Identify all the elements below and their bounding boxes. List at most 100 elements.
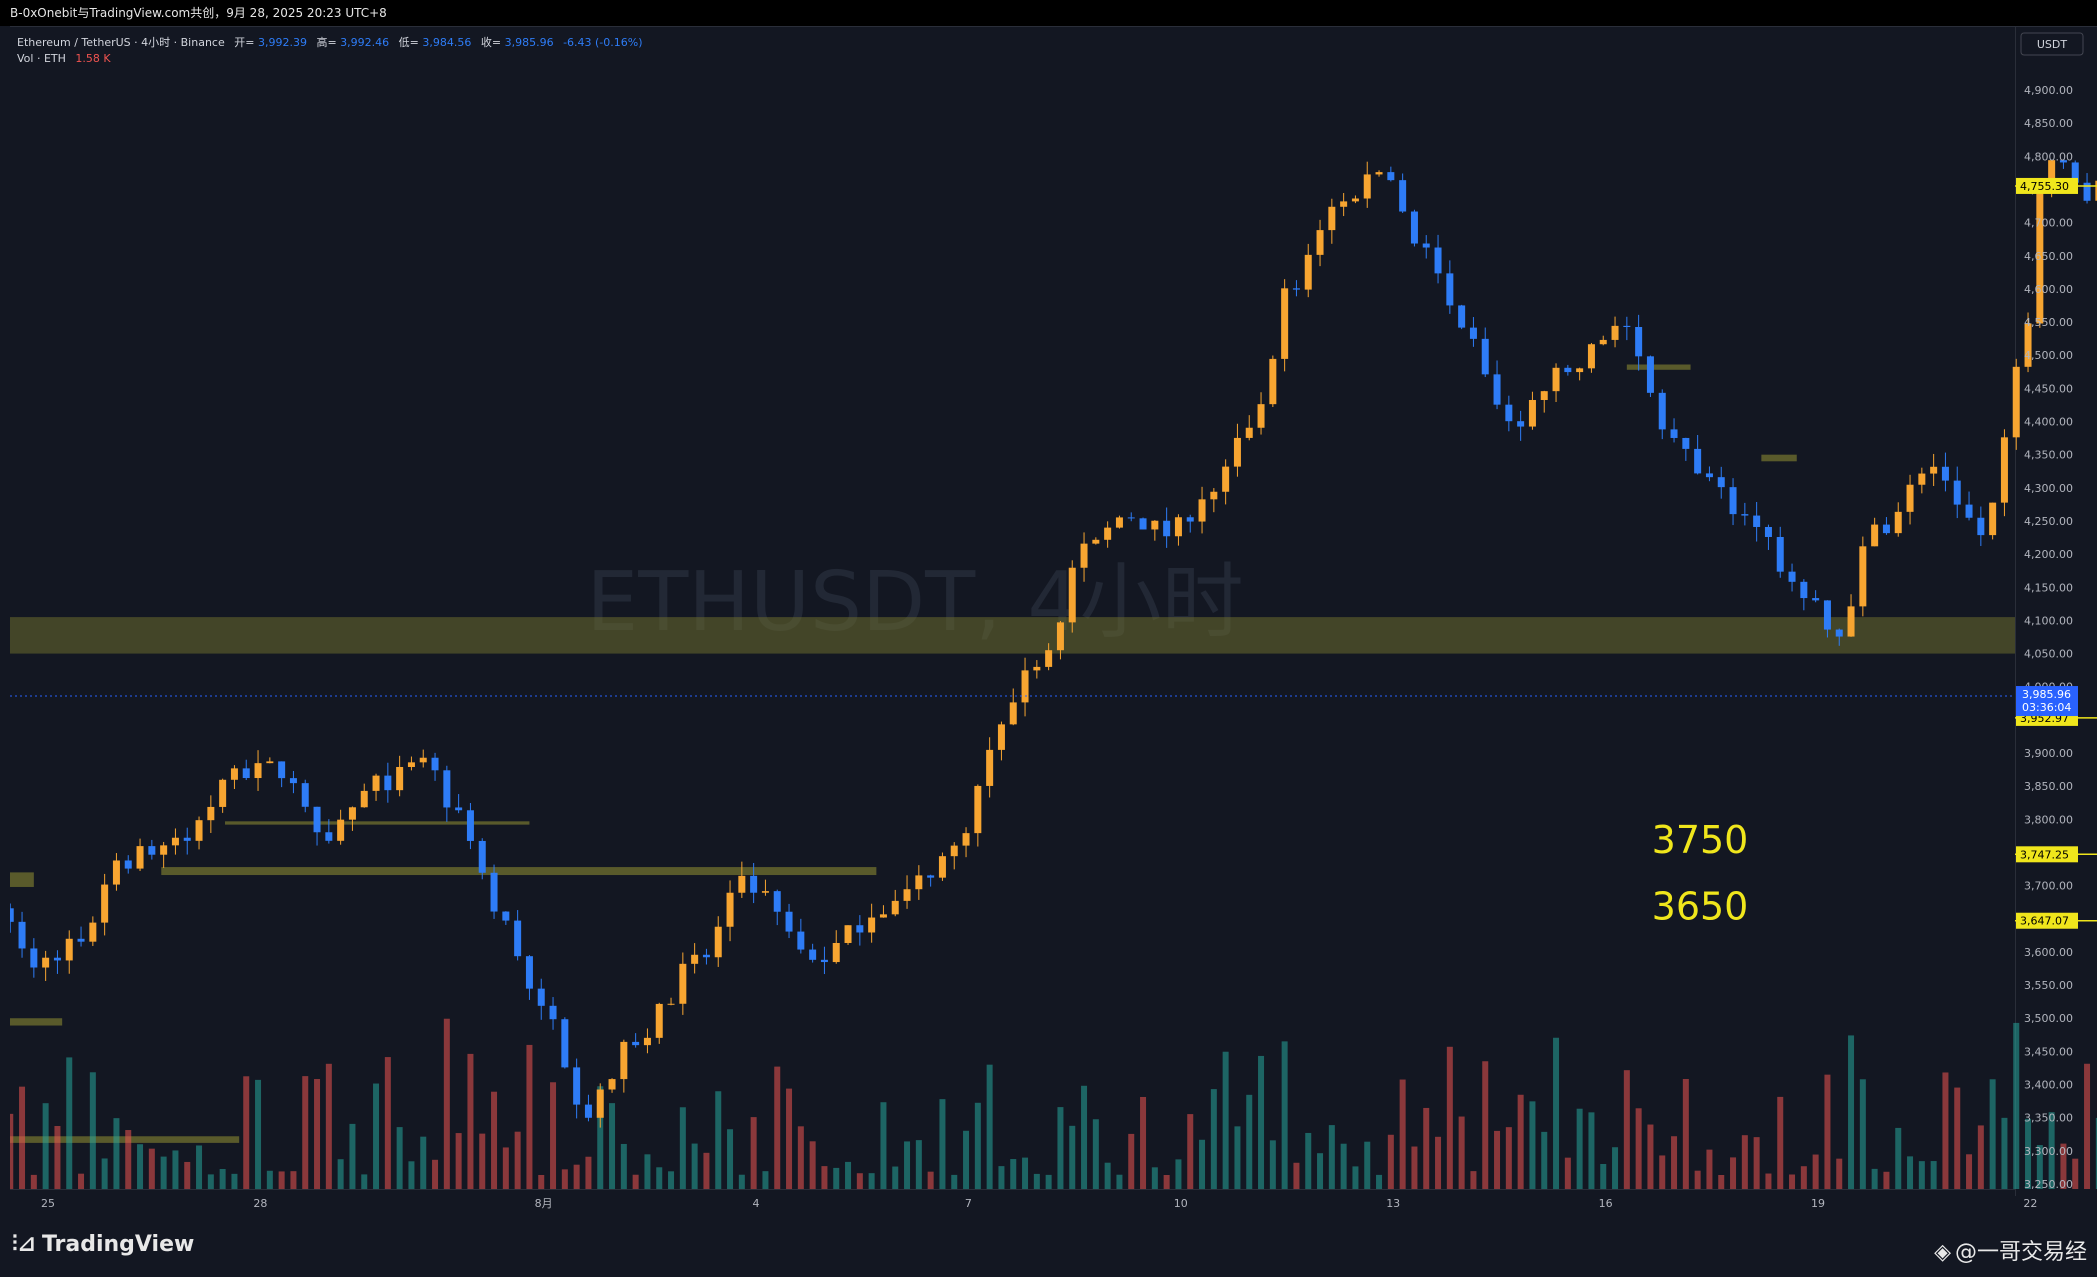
volume-bar — [1859, 1079, 1866, 1189]
volume-bar — [290, 1171, 297, 1189]
candle-body — [360, 790, 368, 808]
candle-body — [266, 761, 274, 764]
price-labels: 4,755.303,952.973,747.253,647.073,985.96… — [2016, 177, 2078, 929]
supply-demand-zone — [1626, 364, 1691, 370]
volume-bar — [1057, 1107, 1064, 1189]
volume-bar — [1199, 1139, 1206, 1189]
volume-bar — [1706, 1149, 1713, 1189]
candle-body — [254, 763, 262, 779]
candle-body — [915, 875, 923, 890]
price-tick-label: 3,500.00 — [2024, 1012, 2073, 1025]
time-axis[interactable]: 25288月47101316192225289月4710131619222528… — [41, 1197, 2097, 1210]
candle-body — [2095, 180, 2097, 201]
candle-body — [77, 938, 85, 942]
volume-bar — [19, 1086, 26, 1189]
volume-bar — [1482, 1061, 1489, 1189]
volume-bar — [703, 1152, 710, 1189]
candle-body — [903, 889, 911, 901]
levels-layer[interactable] — [2015, 185, 2097, 922]
candle-body — [1611, 325, 1619, 340]
volume-bar — [1883, 1171, 1890, 1189]
volume-bar — [491, 1091, 498, 1189]
supply-demand-zone — [1761, 454, 1797, 462]
volume-bar — [856, 1173, 863, 1189]
volume-bar — [573, 1164, 580, 1189]
volume-bar — [1104, 1162, 1111, 1189]
volume-bar — [644, 1154, 651, 1189]
candle-body — [1186, 517, 1194, 522]
volume-bar — [2048, 1112, 2055, 1189]
candle-body — [101, 884, 109, 923]
candle-body — [868, 917, 876, 933]
volume-bar — [467, 1053, 474, 1189]
volume-bar — [668, 1171, 675, 1189]
volume-bar — [66, 1057, 73, 1189]
candle-body — [997, 724, 1005, 750]
volume-bar — [1340, 1143, 1347, 1189]
candle-body — [1151, 520, 1159, 530]
candle-body — [1918, 473, 1926, 485]
candle-body — [1351, 198, 1359, 202]
volume-bar — [620, 1143, 627, 1189]
candle-body — [160, 845, 168, 855]
candle-body — [466, 810, 474, 841]
candle-body — [1847, 606, 1855, 637]
volume-bar — [986, 1064, 993, 1189]
volume-bar — [538, 1174, 545, 1189]
volume-bar — [1470, 1171, 1477, 1189]
share-header: B-0xOnebit与TradingView.com共创，9月 28, 2025… — [0, 0, 2097, 26]
candle-body — [1977, 517, 1985, 536]
legend-volume-value: 1.58 K — [75, 52, 111, 65]
volume-bar — [1222, 1051, 1229, 1189]
candle-body — [1658, 392, 1666, 430]
candle-body — [832, 942, 840, 963]
price-label-tag — [2016, 912, 2078, 929]
level-annotation: 3750 — [1652, 818, 1749, 862]
volume-bar — [1269, 1140, 1276, 1189]
candle-body — [667, 1003, 675, 1005]
supply-demand-zone — [225, 821, 530, 825]
tradingview-logo[interactable]: ⫶⊿ TradingView — [12, 1232, 194, 1257]
volume-bar — [101, 1158, 108, 1189]
legend: Ethereum / TetherUS · 4小时 · Binance 开= 3… — [17, 35, 643, 65]
candle-body — [820, 959, 828, 963]
volume-bar — [1989, 1079, 1996, 1189]
volume-bar — [349, 1123, 356, 1189]
legend-close-label: 收= — [481, 35, 501, 49]
candle-body — [655, 1003, 663, 1038]
volume-bar — [1116, 1174, 1123, 1189]
volume-bar — [502, 1147, 509, 1189]
candle-body — [278, 761, 286, 779]
volume-bar — [1494, 1130, 1501, 1189]
volume-bar — [1258, 1055, 1265, 1189]
candle-body — [1576, 368, 1584, 373]
candle-body — [1823, 600, 1831, 630]
volume-bar — [1317, 1153, 1324, 1189]
volume-bar — [113, 1118, 120, 1189]
candle-body — [1210, 491, 1218, 500]
price-axis[interactable]: 4,900.004,850.004,800.004,750.004,700.00… — [2024, 84, 2073, 1191]
time-tick-label: 8月 — [535, 1197, 553, 1210]
volume-bar — [1564, 1157, 1571, 1189]
currency-button[interactable]: USDT — [2020, 32, 2084, 56]
volume-bar — [384, 1057, 391, 1189]
volume-bar — [1789, 1174, 1796, 1189]
price-tick-label: 4,350.00 — [2024, 449, 2073, 462]
volume-bar — [420, 1136, 427, 1189]
volume-bar — [278, 1171, 285, 1189]
candle-body — [750, 875, 758, 893]
legend-close-value: 3,985.96 — [505, 36, 554, 49]
volume-bar — [632, 1174, 639, 1189]
volume-bar — [1741, 1135, 1748, 1189]
volume-bar — [550, 1082, 557, 1189]
time-tick-label: 22 — [2023, 1197, 2037, 1210]
volume-bar — [2025, 1118, 2032, 1189]
volume-bar — [1163, 1174, 1170, 1189]
volume-bar — [561, 1169, 568, 1189]
volume-bar — [526, 1044, 533, 1189]
volume-bar — [1600, 1164, 1607, 1189]
volume-bar — [1895, 1127, 1902, 1189]
legend-change: -6.43 (-0.16%) — [563, 36, 642, 49]
volume-bar — [408, 1161, 415, 1189]
